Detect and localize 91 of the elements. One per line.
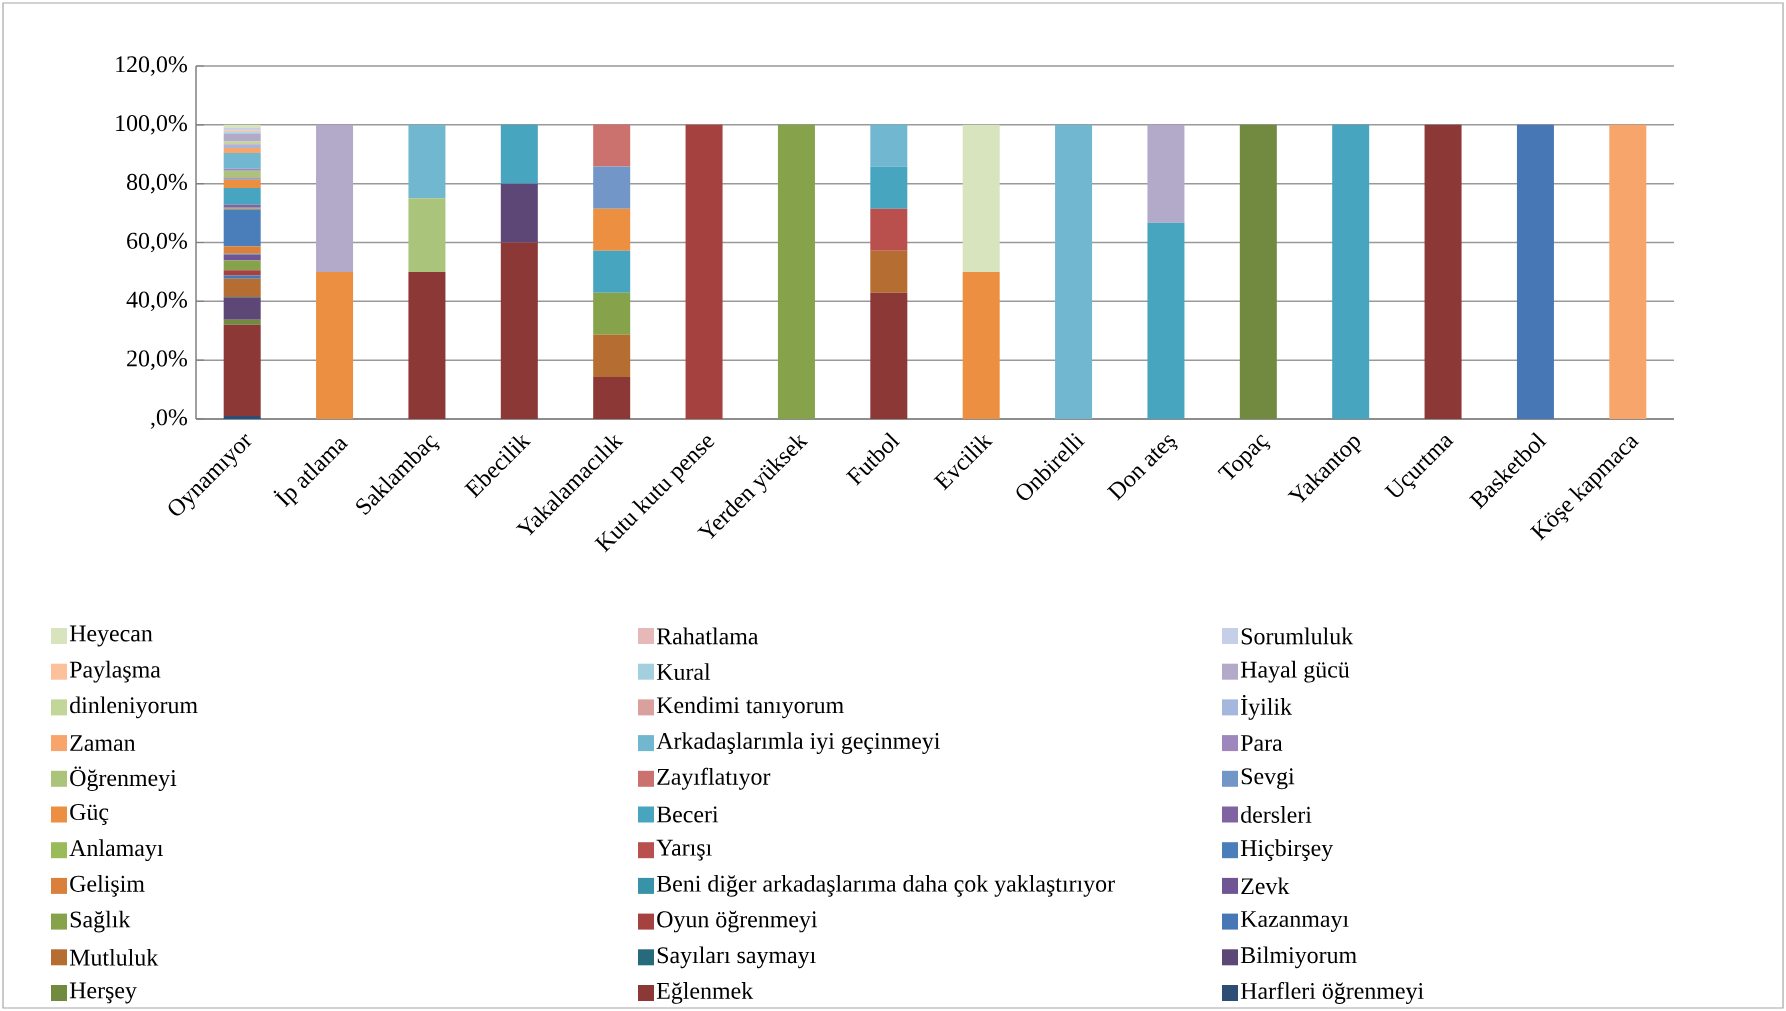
legend-label: dersleri — [1241, 806, 1312, 823]
bar — [870, 166, 908, 209]
bar — [1055, 124, 1093, 419]
bar — [870, 208, 908, 251]
bar — [223, 278, 261, 297]
y-tick-label: 100,0% — [116, 115, 188, 135]
legend-label: Kazanmayı — [1240, 911, 1349, 932]
bar — [500, 183, 538, 243]
bar — [685, 124, 723, 419]
y-tick-label: 120,0% — [116, 56, 188, 76]
legend-label: Öğrenmeyi — [70, 766, 177, 792]
bar — [1516, 124, 1554, 419]
legend-label: Eğlenmek — [656, 982, 754, 1004]
legend-label: Yarışı — [656, 839, 712, 861]
bar — [316, 271, 354, 419]
legend-label: Güç — [70, 804, 109, 825]
x-tick-label: Don ateş — [1106, 435, 1178, 501]
legend-label: Herşey — [69, 982, 137, 1004]
bar — [223, 319, 261, 325]
bar — [962, 124, 1000, 272]
legend-label: Harfleri öğrenmeyi — [1240, 982, 1424, 1004]
legend-label: Zaman — [70, 735, 136, 752]
legend-label: Kural — [656, 663, 711, 681]
bar — [223, 153, 261, 169]
legend-label: Sevgi — [1241, 768, 1295, 790]
bar — [1424, 124, 1462, 419]
bar — [223, 124, 261, 129]
bar — [593, 124, 631, 167]
y-tick-label: ,0% — [150, 409, 188, 429]
bar — [223, 168, 261, 171]
bar — [316, 124, 354, 272]
legend-label: Hayal gücü — [1240, 660, 1350, 683]
bar — [1609, 124, 1647, 419]
bar — [223, 144, 261, 149]
legend-label: Paylaşma — [69, 660, 161, 683]
y-tick-label: 40,0% — [126, 291, 188, 312]
bar — [593, 166, 631, 209]
bar — [593, 292, 631, 335]
legend-label: Gelişim — [70, 875, 145, 897]
bar — [593, 334, 631, 377]
bar — [223, 133, 261, 142]
bar — [870, 250, 908, 293]
bar — [223, 297, 261, 320]
bar — [408, 124, 446, 199]
legend-label: Para — [1240, 735, 1283, 752]
legend-label: Anlamayı — [69, 839, 164, 862]
legend-label: Bilmiyorum — [1240, 946, 1357, 969]
bar — [1239, 124, 1277, 419]
legend-label: Sayıları saymayı — [657, 946, 816, 969]
bar — [1147, 124, 1185, 223]
legend-label: Beceri — [656, 806, 719, 823]
legend-label: Hiçbirşey — [1240, 839, 1334, 862]
legend-label: dinleniyorum — [70, 696, 198, 719]
y-tick-label: 80,0% — [126, 173, 188, 194]
legend-label: Zayıflatıyor — [657, 767, 771, 790]
y-tick-label: 20,0% — [127, 350, 188, 370]
bar — [1332, 124, 1370, 419]
bar — [408, 271, 446, 419]
bar — [408, 198, 446, 272]
bar — [223, 260, 261, 271]
legend-label: Mutluluk — [69, 948, 159, 966]
bar — [223, 275, 261, 279]
bar — [962, 271, 1000, 419]
bar — [223, 179, 261, 189]
legend-label: Sağlık — [70, 910, 131, 933]
bar — [223, 209, 261, 247]
legend-label: Kendimi tanıyorum — [656, 696, 844, 719]
bar — [223, 324, 261, 417]
y-tick-label: 60,0% — [127, 232, 188, 253]
bar — [223, 416, 261, 419]
legend-label: Rahatlama — [656, 627, 759, 645]
bar — [500, 124, 538, 184]
bar — [777, 124, 815, 419]
bar — [223, 270, 261, 276]
bar — [870, 124, 908, 167]
bar — [223, 246, 261, 254]
bar — [223, 188, 261, 205]
bar — [500, 242, 538, 419]
legend-label: Beni diğer arkadaşlarıma daha çok yaklaştırıyor — [656, 875, 1115, 897]
bar — [870, 292, 908, 419]
bar — [1147, 222, 1185, 419]
legend-label: Arkadaşlarımla iyi geçinmeyi — [656, 732, 940, 754]
bar — [593, 376, 631, 419]
bar — [593, 208, 631, 251]
bar — [593, 250, 631, 293]
bar — [223, 148, 261, 154]
legend-label: Heyecan — [69, 625, 153, 647]
legend-label: Zevk — [1241, 877, 1290, 895]
legend-label: Sorumluluk — [1241, 627, 1354, 645]
legend-label: Oyun öğrenmeyi — [657, 910, 818, 933]
legend-label: İyilik — [1241, 694, 1293, 720]
